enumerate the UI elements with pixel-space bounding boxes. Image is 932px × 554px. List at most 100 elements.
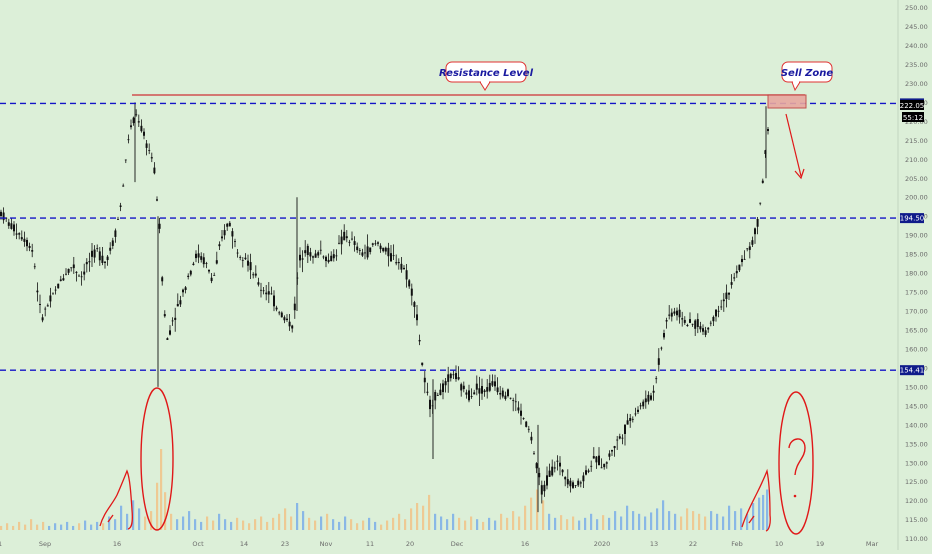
volume-bar <box>506 517 509 530</box>
candle-body <box>57 283 60 289</box>
candle-body <box>348 241 351 243</box>
candle-body <box>0 211 2 217</box>
candle-body <box>20 237 23 240</box>
candle-body <box>512 400 515 401</box>
candle-body <box>738 264 741 271</box>
candle-body <box>85 262 88 265</box>
candle-body <box>317 252 320 256</box>
candle-body <box>691 323 694 325</box>
candle-body <box>525 421 528 427</box>
candle-body <box>683 319 686 323</box>
price-axis[interactable]: 110.00 115.00 120.00 125.00 130.00 135.00 140.… <box>905 4 928 543</box>
candle-body <box>696 319 699 327</box>
candle-body <box>754 228 756 235</box>
candle-body <box>741 258 743 263</box>
resistance-level-callout[interactable]: Resistance Level <box>439 61 534 91</box>
time-axis[interactable]: 21 Sep 16 Oct 14 23 Nov 11 20 Dec 16 2020 13 22 Feb 10 1… <box>0 540 878 548</box>
candle-body <box>410 288 413 296</box>
level-label-box <box>900 365 924 376</box>
candle-body <box>351 238 353 240</box>
candle-body <box>426 391 429 393</box>
sell-zone-box[interactable] <box>767 94 807 109</box>
candlestick-series <box>0 102 769 513</box>
candle-body <box>590 465 593 467</box>
candle-body <box>345 236 348 239</box>
x-tick-label: Dec <box>451 540 464 548</box>
candle-body <box>735 271 738 274</box>
candle-body <box>652 390 655 393</box>
candle-body <box>96 248 99 250</box>
volume-bar <box>386 520 389 530</box>
candle-body <box>650 395 652 400</box>
y-tick-label: 130.00 <box>905 459 928 467</box>
candle-body <box>213 275 216 276</box>
volume-bar <box>710 511 713 530</box>
candle-body <box>556 460 559 462</box>
candle-body <box>644 398 647 403</box>
candle-body <box>301 258 304 260</box>
volume-bar <box>584 517 587 530</box>
volume-bar <box>746 513 749 530</box>
candle-body <box>236 252 239 254</box>
candle-body <box>613 446 616 449</box>
sell-zone-callout[interactable]: Sell Zone <box>781 61 834 92</box>
candle-body <box>80 276 83 278</box>
candle-body <box>254 273 257 276</box>
volume-bar <box>476 519 479 530</box>
candle-body <box>130 125 132 128</box>
candle-body <box>473 392 476 395</box>
volume-bar <box>236 517 239 530</box>
candle-body <box>418 339 421 342</box>
y-tick-label: 160.00 <box>905 345 928 353</box>
current-price-tag[interactable]: 222.05 55:12 <box>900 100 925 122</box>
x-tick-label: 16 <box>521 540 529 548</box>
x-tick-label: Mar <box>866 540 879 548</box>
volume-bar <box>272 517 275 530</box>
candle-body <box>153 167 156 174</box>
candle-body <box>239 257 242 258</box>
volume-bar <box>716 513 719 530</box>
candle-body <box>764 150 767 154</box>
candle-body <box>361 252 364 256</box>
candle-body <box>382 247 385 252</box>
candle-body <box>327 259 330 262</box>
candle-body <box>119 205 122 207</box>
volume-bar <box>200 521 203 530</box>
candle-body <box>117 218 119 220</box>
candle-body <box>59 279 62 281</box>
level-label: 194.50 <box>900 215 925 223</box>
volume-bar <box>482 521 485 530</box>
candle-body <box>626 420 629 425</box>
candle-body <box>111 240 114 246</box>
volume-bar <box>578 520 581 530</box>
volume-bar <box>602 515 605 530</box>
candle-body <box>585 470 587 475</box>
resistance-callout-pointer-mask <box>481 80 489 83</box>
candle-body <box>23 238 26 242</box>
candle-body <box>527 428 530 430</box>
x-tick-label: 21 <box>0 540 2 548</box>
volume-bar <box>24 524 27 530</box>
candle-body <box>387 247 390 257</box>
current-price-label-box <box>900 100 924 110</box>
candle-body <box>299 254 301 261</box>
volume-bar <box>458 517 461 530</box>
candle-body <box>624 424 626 434</box>
candle-body <box>312 256 314 258</box>
volume-bar <box>66 521 69 530</box>
y-tick-label: 235.00 <box>905 61 928 69</box>
candle-body <box>15 233 18 235</box>
markup-question-mark-curve <box>788 438 806 476</box>
candle-body <box>488 382 491 391</box>
candle-body <box>91 250 93 257</box>
x-tick-label: 11 <box>366 540 374 548</box>
volume-bar <box>608 517 611 530</box>
candle-body <box>143 131 145 136</box>
volume-bar <box>12 525 15 530</box>
candle-body <box>397 262 400 264</box>
volume-bar <box>680 516 683 530</box>
candle-body <box>161 277 164 282</box>
y-tick-label: 205.00 <box>905 175 928 183</box>
volume-bar <box>638 513 641 530</box>
